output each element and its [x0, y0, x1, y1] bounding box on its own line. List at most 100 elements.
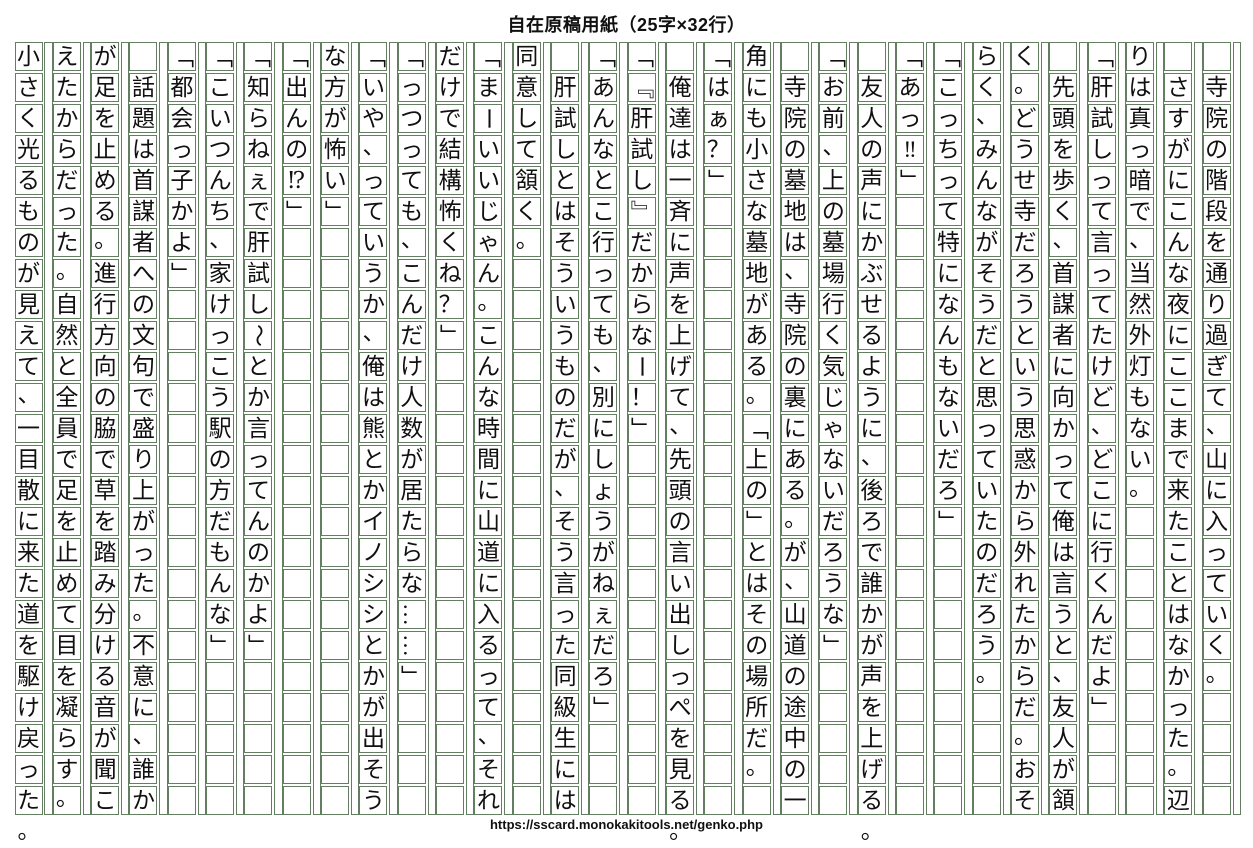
char-cell: を — [666, 724, 695, 753]
char-cell: 通 — [1202, 259, 1231, 288]
char-cell: け — [206, 290, 235, 319]
char-cell: 然 — [52, 321, 81, 350]
char-cell: せ — [1011, 166, 1040, 195]
char-cell — [512, 321, 541, 350]
char-cell: が — [91, 724, 120, 753]
char-cell — [244, 662, 273, 691]
char-cell — [704, 569, 733, 598]
char-cell: し — [666, 631, 695, 660]
char-cell: い — [474, 135, 503, 164]
char-cell: 山 — [781, 600, 810, 629]
char-cell: 怖 — [321, 135, 350, 164]
furigana-strip — [427, 42, 437, 815]
char-cell: え — [14, 321, 43, 350]
char-cell — [397, 786, 426, 815]
char-cell — [704, 383, 733, 412]
text-column: 「あっ ‼」 — [896, 42, 925, 815]
char-cell: が — [359, 693, 388, 722]
char-cell — [704, 538, 733, 567]
char-cell — [512, 290, 541, 319]
char-cell: う — [1049, 600, 1078, 629]
char-cell — [1202, 693, 1231, 722]
char-cell: ぶ — [857, 259, 886, 288]
char-cell: く — [1049, 197, 1078, 226]
char-cell — [1126, 786, 1155, 815]
char-cell: は — [742, 569, 771, 598]
char-cell — [781, 42, 810, 71]
char-cell: 出 — [359, 724, 388, 753]
char-cell — [1126, 507, 1155, 536]
char-cell: は — [551, 786, 580, 815]
char-cell: を — [666, 290, 695, 319]
char-cell — [321, 290, 350, 319]
char-cell: 入 — [1202, 507, 1231, 536]
char-cell: ね — [244, 135, 273, 164]
char-cell: 地 — [742, 259, 771, 288]
char-cell: る — [91, 662, 120, 691]
char-cell: み — [91, 569, 120, 598]
char-cell — [436, 414, 465, 443]
char-cell: 先 — [666, 445, 695, 474]
char-cell: 向 — [91, 352, 120, 381]
char-cell — [167, 290, 196, 319]
char-cell: 寺 — [1202, 73, 1231, 102]
text-column: 「『肝試し』だからなー！」 — [627, 42, 656, 815]
char-cell: 凝 — [52, 693, 81, 722]
char-cell: 声 — [857, 166, 886, 195]
char-cell: け — [436, 73, 465, 102]
column-unit: 「あっ ‼」 — [896, 42, 935, 815]
char-cell: 上 — [666, 321, 695, 350]
char-cell: だ — [436, 42, 465, 71]
char-cell — [1202, 755, 1231, 784]
text-column: が足を止める。進行方向の脇で草を踏み分ける音が聞こ — [91, 42, 120, 815]
char-cell: 」 — [819, 631, 848, 660]
char-cell — [436, 476, 465, 505]
char-cell: ん — [206, 166, 235, 195]
char-cell: っ — [397, 135, 426, 164]
char-cell: 試 — [551, 104, 580, 133]
char-cell: 段 — [1202, 197, 1231, 226]
char-cell: か — [1049, 414, 1078, 443]
char-cell — [436, 507, 465, 536]
char-cell — [512, 414, 541, 443]
char-cell: 子 — [167, 166, 196, 195]
char-cell: っ — [934, 166, 963, 195]
char-cell: ぇ — [589, 600, 618, 629]
char-cell: い — [321, 166, 350, 195]
char-cell: 然 — [1126, 290, 1155, 319]
char-cell: ゃ — [819, 414, 848, 443]
char-cell: 文 — [129, 321, 158, 350]
char-cell: 上 — [857, 724, 886, 753]
char-cell: も — [551, 352, 580, 381]
char-cell: 一 — [781, 786, 810, 815]
char-cell: て — [972, 445, 1001, 474]
char-cell — [512, 538, 541, 567]
char-cell: も — [14, 197, 43, 226]
char-cell: 途 — [781, 693, 810, 722]
char-cell — [167, 755, 196, 784]
char-cell — [704, 662, 733, 691]
char-cell — [436, 755, 465, 784]
char-cell: 、 — [857, 445, 886, 474]
char-cell: そ — [359, 755, 388, 784]
char-cell: ち — [934, 135, 963, 164]
char-cell: 」 — [321, 197, 350, 226]
furigana-strip — [657, 42, 667, 815]
char-cell: 間 — [474, 445, 503, 474]
char-cell — [206, 724, 235, 753]
char-cell: 」 — [704, 166, 733, 195]
char-cell: … — [397, 631, 426, 660]
char-cell — [627, 538, 656, 567]
char-cell: け — [14, 693, 43, 722]
char-cell: な — [206, 600, 235, 629]
char-cell: う — [857, 383, 886, 412]
char-cell — [321, 228, 350, 257]
char-cell: 」 — [742, 507, 771, 536]
char-cell: よ — [244, 600, 273, 629]
column-unit: 「はぁ？」 — [704, 42, 743, 815]
char-cell: も — [206, 538, 235, 567]
char-cell: ん — [1087, 600, 1116, 629]
char-cell: う — [551, 321, 580, 350]
char-cell: 謀 — [1049, 290, 1078, 319]
text-column: 「肝試しって言ってたけど、どこに行くんだよ」 — [1087, 42, 1116, 815]
